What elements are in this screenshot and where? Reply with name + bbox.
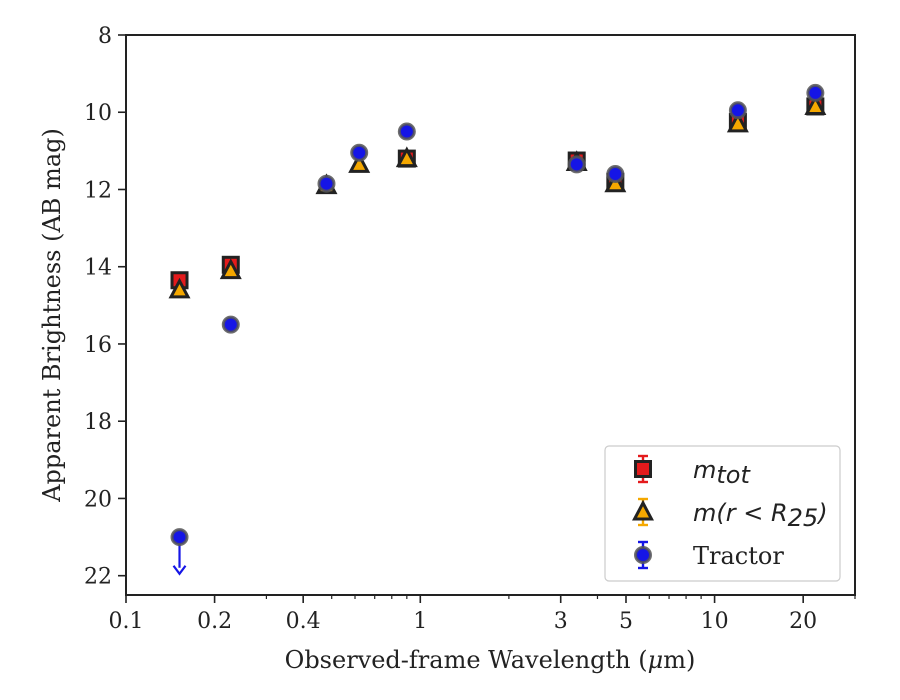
triangle-marker: [804, 94, 827, 115]
legend-entry-triangle: m(r < R25): [632, 497, 828, 532]
legend-marker: [634, 460, 652, 478]
triangle-marker: [632, 499, 654, 521]
triangle-point: [168, 277, 191, 299]
circle-point: [317, 174, 336, 193]
legend-label: m(r < R25): [693, 499, 828, 532]
circle-marker: [634, 546, 652, 564]
x-tick-label: 0.1: [109, 609, 144, 634]
square-marker: [634, 460, 652, 478]
circle-point: [606, 165, 625, 184]
triangle-marker: [219, 258, 242, 280]
legend-marker: [634, 546, 652, 564]
triangle-marker: [395, 146, 418, 168]
y-tick-label: 18: [84, 410, 112, 435]
y-axis-ticks: 8 10 12 14 16 18 20 22: [84, 24, 126, 590]
circle-point: [221, 315, 240, 334]
legend: mtot m(r < R25) Tractor: [604, 445, 841, 582]
circle-marker: [170, 528, 189, 547]
data-series: [168, 83, 827, 576]
y-tick-label: 16: [84, 333, 112, 358]
x-tick-label: 3: [554, 609, 568, 634]
circle-marker: [397, 122, 416, 141]
circle-point: [728, 101, 747, 120]
legend-entry-square: mtot: [634, 454, 751, 489]
triangle-marker: [726, 111, 749, 133]
x-tick-label: 10: [701, 609, 729, 634]
series-triangle: [168, 94, 827, 299]
y-tick-label: 20: [84, 487, 112, 512]
x-tick-label: 1: [413, 609, 427, 634]
y-tick-label: 8: [98, 24, 112, 49]
triangle-point: [219, 258, 242, 280]
circle-marker: [567, 155, 586, 174]
upper-limit-arrow: [172, 565, 187, 576]
triangle-point: [395, 146, 418, 168]
y-tick-label: 10: [84, 101, 112, 126]
upper-limit-point: [170, 528, 189, 547]
plot-area-frame: [125, 34, 856, 596]
triangle-point: [348, 152, 371, 173]
circle-marker: [606, 165, 625, 184]
x-tick-label: 20: [789, 609, 817, 634]
circle-marker: [221, 315, 240, 334]
x-tick-label: 0.2: [197, 609, 232, 634]
circle-marker: [350, 143, 369, 162]
circle-marker: [806, 83, 825, 102]
circle-marker: [728, 101, 747, 120]
x-axis-label: Observed-frame Wavelength (μm): [285, 646, 696, 674]
y-tick-label: 12: [84, 178, 112, 203]
legend-marker: [632, 499, 654, 521]
triangle-marker: [348, 152, 371, 173]
legend-entry-circle: Tractor: [634, 540, 784, 570]
y-tick-label: 22: [84, 565, 112, 590]
legend-label: Tractor: [693, 542, 784, 570]
x-tick-label: 5: [619, 609, 633, 634]
x-axis-ticks: 0.1 0.2 0.4 1 3 5 10 20: [109, 595, 856, 634]
legend-label: mtot: [693, 456, 751, 489]
series-square: [170, 97, 825, 290]
legend-frame: [604, 445, 841, 582]
x-tick-label: 0.4: [286, 609, 321, 634]
circle-point: [567, 155, 586, 174]
circle-point: [806, 83, 825, 102]
triangle-point: [804, 94, 827, 115]
triangle-marker: [168, 277, 191, 299]
circle-marker: [317, 174, 336, 193]
series-circle: [170, 83, 825, 576]
circle-point: [350, 143, 369, 162]
y-tick-label: 14: [84, 256, 112, 281]
triangle-point: [726, 111, 749, 133]
circle-point: [397, 122, 416, 141]
y-axis-label: Apparent Brightness (AB mag): [38, 128, 66, 503]
